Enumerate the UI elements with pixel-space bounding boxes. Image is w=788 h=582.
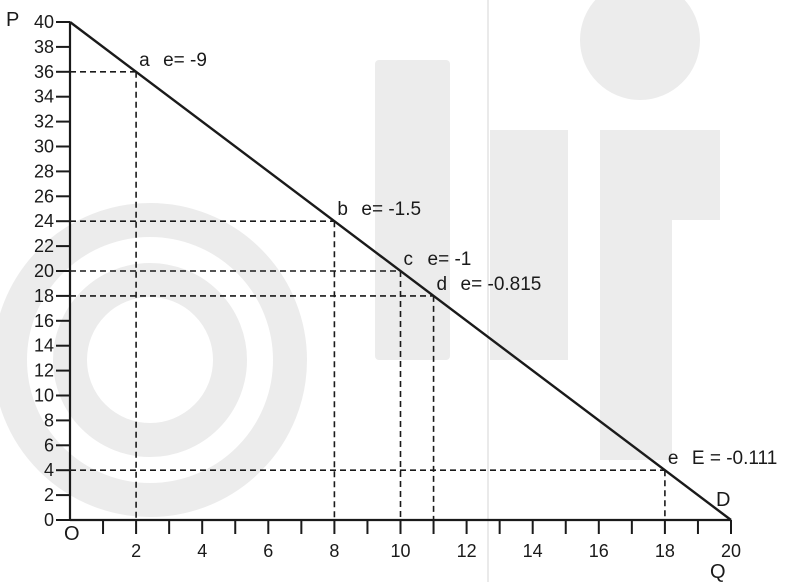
elasticity-label-e: E = -0.111: [692, 448, 777, 469]
x-tick-label: 20: [721, 541, 741, 561]
y-tick-label: 22: [34, 236, 54, 256]
y-tick-label: 26: [34, 186, 54, 206]
y-tick-label: 2: [44, 485, 54, 505]
point-label-c: c: [404, 249, 414, 270]
x-tick-label: 4: [197, 541, 207, 561]
y-tick-label: 12: [34, 361, 54, 381]
point-labels: a e= -9 b e= -1.5 c e= -1 d e= -0.815 e E = -0.11…: [139, 50, 777, 469]
origin-label: O: [64, 523, 80, 545]
y-tick-label: 10: [34, 386, 54, 406]
x-axis-title: Q: [710, 561, 726, 582]
x-tick-label: 18: [655, 541, 675, 561]
y-tick-label: 32: [34, 112, 54, 132]
point-label-d: d: [437, 274, 448, 295]
x-tick-label: 6: [263, 541, 273, 561]
x-tick-label: 16: [589, 541, 609, 561]
y-tick-label: 36: [34, 62, 54, 82]
x-tick-label: 10: [390, 541, 410, 561]
x-tick-label: 8: [329, 541, 339, 561]
y-tick-label: 0: [44, 510, 54, 530]
elasticity-label-a: e= -9: [163, 50, 207, 71]
y-tick-label: 18: [34, 286, 54, 306]
point-label-e: e: [668, 448, 679, 469]
y-tick-label: 40: [34, 12, 54, 32]
x-tick-label: 2: [131, 541, 141, 561]
y-tick-label: 28: [34, 161, 54, 181]
y-tick-label: 20: [34, 261, 54, 281]
series-label-d: D: [716, 489, 730, 511]
y-axis-title: P: [6, 9, 19, 31]
point-label-a: a: [139, 50, 150, 71]
elasticity-label-d: e= -0.815: [461, 274, 542, 295]
point-label-b: b: [337, 199, 348, 220]
guide-lines: [70, 72, 665, 520]
y-tick-label: 8: [44, 410, 54, 430]
y-tick-label: 6: [44, 435, 54, 455]
x-tick-label: 12: [457, 541, 477, 561]
elasticity-label-c: e= -1: [428, 249, 472, 270]
y-tick-label: 24: [34, 211, 54, 231]
y-tick-label: 30: [34, 137, 54, 157]
y-tick-label: 14: [34, 336, 54, 356]
y-tick-label: 4: [44, 460, 54, 480]
y-tick-label: 34: [34, 87, 54, 107]
y-tick-label: 16: [34, 311, 54, 331]
x-ticks: 2 4 6 8 10 12 14 16 18 20: [103, 520, 741, 561]
y-tick-label: 38: [34, 37, 54, 57]
x-tick-label: 14: [523, 541, 543, 561]
elasticity-label-b: e= -1.5: [361, 199, 421, 220]
